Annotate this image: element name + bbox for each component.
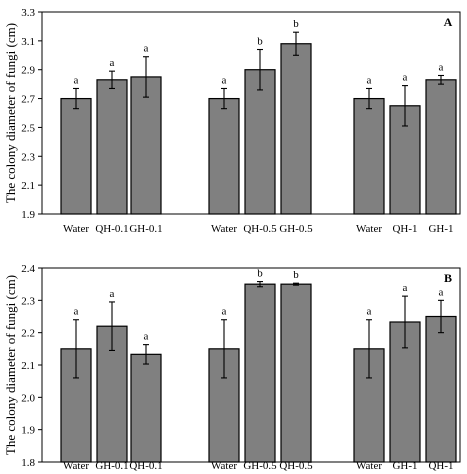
bar xyxy=(389,105,421,215)
significance-label: a xyxy=(144,43,149,55)
y-tick-label: 3.1 xyxy=(21,36,35,48)
y-tick-label: 1.9 xyxy=(21,425,35,437)
category-label: QH-1 xyxy=(392,223,417,235)
y-tick-label: 3.3 xyxy=(21,7,35,19)
category-label: GH-0.1 xyxy=(95,460,128,472)
significance-label: b xyxy=(257,36,263,48)
y-tick-label: 2.1 xyxy=(21,360,35,372)
bar xyxy=(353,348,385,463)
panel-label: A xyxy=(444,15,453,29)
y-tick-label: 1.9 xyxy=(21,209,35,221)
significance-label: a xyxy=(144,331,149,343)
category-label: Water xyxy=(356,460,382,472)
y-tick-label: 2.3 xyxy=(21,295,35,307)
category-label: GH-0.5 xyxy=(279,223,313,235)
bar xyxy=(425,315,457,463)
y-tick-label: 1.8 xyxy=(21,457,35,469)
category-label: GH-1 xyxy=(392,460,417,472)
significance-label: a xyxy=(439,286,444,298)
bar xyxy=(280,43,312,215)
bar xyxy=(244,69,276,215)
y-tick-label: 2.9 xyxy=(21,65,35,77)
significance-label: b xyxy=(257,268,263,280)
significance-label: a xyxy=(222,306,227,318)
bar xyxy=(208,97,240,215)
significance-label: b xyxy=(293,18,299,30)
significance-label: a xyxy=(74,74,79,86)
significance-label: a xyxy=(403,72,408,84)
significance-label: a xyxy=(403,282,408,294)
bar xyxy=(60,97,92,215)
y-tick-label: 2.3 xyxy=(21,151,35,163)
category-label: QH-0.1 xyxy=(95,223,128,235)
significance-label: a xyxy=(367,74,372,86)
category-label: QH-0.5 xyxy=(279,460,313,472)
significance-label: b xyxy=(293,269,299,281)
category-label: GH-1 xyxy=(428,223,453,235)
y-axis-title: The colony diameter of fungi (cm) xyxy=(3,23,18,203)
category-label: QH-0.5 xyxy=(243,223,277,235)
panel-label: B xyxy=(444,271,452,285)
bar xyxy=(130,76,162,215)
category-label: GH-0.5 xyxy=(243,460,277,472)
bar xyxy=(96,79,128,215)
significance-label: a xyxy=(110,288,115,300)
category-label: Water xyxy=(63,223,89,235)
significance-label: a xyxy=(110,57,115,69)
category-label: QH-1 xyxy=(428,460,453,472)
y-tick-label: 2.7 xyxy=(21,94,35,106)
category-label: Water xyxy=(211,460,237,472)
y-tick-label: 2.1 xyxy=(21,180,35,192)
y-tick-label: 2.0 xyxy=(21,392,35,404)
bar xyxy=(130,353,162,463)
bar xyxy=(244,283,276,463)
y-tick-label: 2.5 xyxy=(21,122,35,134)
category-label: Water xyxy=(356,223,382,235)
significance-label: a xyxy=(222,74,227,86)
y-axis-title: The colony diameter of fungi (cm) xyxy=(3,275,18,455)
bar xyxy=(353,97,385,215)
y-tick-label: 2.4 xyxy=(21,263,35,275)
significance-label: a xyxy=(74,306,79,318)
category-label: Water xyxy=(63,460,89,472)
significance-label: a xyxy=(367,306,372,318)
bar xyxy=(425,79,457,215)
y-tick-label: 2.2 xyxy=(21,328,35,340)
category-label: GH-0.1 xyxy=(129,223,162,235)
category-label: QH-0.1 xyxy=(129,460,162,472)
bar xyxy=(280,283,312,463)
significance-label: a xyxy=(439,61,444,73)
category-label: Water xyxy=(211,223,237,235)
